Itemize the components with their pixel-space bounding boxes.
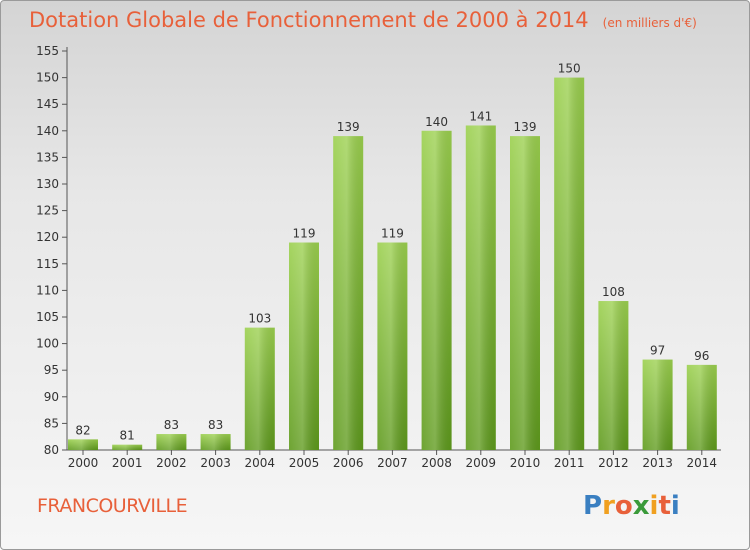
- bar-shine: [289, 242, 319, 450]
- bar-2013: [642, 359, 673, 450]
- y-tick-label: 130: [36, 177, 59, 191]
- bar-shine: [510, 136, 540, 450]
- y-tick-label: 95: [44, 363, 59, 377]
- bar-2003: [200, 434, 231, 450]
- x-tick-label: 2004: [245, 456, 276, 470]
- bar-2004: [244, 327, 275, 450]
- y-tick-label: 145: [36, 97, 59, 111]
- y-tick-label: 120: [36, 230, 59, 244]
- bar-shine: [333, 136, 364, 450]
- chart-title-text: Dotation Globale de Fonctionnement de 20…: [29, 8, 589, 32]
- x-tick-label: 2006: [333, 456, 364, 470]
- bar-shine: [686, 364, 717, 450]
- y-tick-label: 115: [36, 257, 59, 271]
- bar-value-label: 82: [75, 423, 90, 437]
- bar-2006: [333, 136, 364, 450]
- bar-value-label: 97: [650, 344, 665, 358]
- bar-2005: [289, 242, 319, 450]
- logo-letter: x: [632, 491, 650, 521]
- bar-shine: [200, 434, 231, 450]
- bar-value-label: 96: [694, 349, 709, 363]
- x-tick-label: 2013: [642, 456, 673, 470]
- chart-title: Dotation Globale de Fonctionnement de 20…: [29, 8, 697, 32]
- y-tick-label: 90: [44, 390, 59, 404]
- logo-letter: i: [670, 491, 680, 521]
- commune-name: FRANCOURVILLE: [37, 495, 188, 517]
- x-tick-label: 2003: [200, 456, 231, 470]
- bar-value-label: 83: [164, 418, 179, 432]
- x-tick-label: 2008: [421, 456, 452, 470]
- x-tick-label: 2010: [510, 456, 541, 470]
- bar-value-label: 81: [120, 429, 135, 443]
- bar-2009: [465, 125, 496, 450]
- logo-letter: i: [649, 491, 659, 521]
- bar-shine: [377, 242, 408, 450]
- x-tick-label: 2009: [466, 456, 497, 470]
- bar-shine: [642, 359, 673, 450]
- y-tick-label: 80: [44, 443, 59, 457]
- bars: [68, 77, 717, 451]
- y-tick-label: 140: [36, 124, 59, 138]
- bar-value-label: 139: [337, 120, 360, 134]
- y-tick-label: 135: [36, 150, 59, 164]
- y-tick-label: 100: [36, 337, 59, 351]
- logo-letter: t: [658, 491, 671, 521]
- bar-2014: [686, 364, 717, 450]
- logo-letter: P: [583, 491, 603, 521]
- y-tick-label: 110: [36, 283, 59, 297]
- bar-2001: [112, 444, 143, 450]
- x-tick-label: 2001: [112, 456, 143, 470]
- proxiti-logo[interactable]: Proxiti: [583, 491, 680, 521]
- bar-shine: [465, 125, 496, 450]
- bar-value-label: 141: [469, 109, 492, 123]
- x-tick-label: 2014: [687, 456, 718, 470]
- bar-value-label: 150: [558, 62, 581, 76]
- y-axis: 80 85 90 95 100 105 110 115 120 125 130 135 140 145 15…: [36, 44, 68, 457]
- bar-shine: [598, 301, 629, 450]
- bar-value-label: 83: [208, 418, 223, 432]
- x-axis: 2000 2001 2002 2003 2004 2005 2006 2007 2008 2009…: [67, 449, 721, 470]
- bar-2008: [421, 130, 452, 451]
- bar-value-label: 139: [514, 120, 537, 134]
- y-tick-label: 105: [36, 310, 59, 324]
- bar-shine: [244, 327, 275, 450]
- x-tick-label: 2011: [554, 456, 585, 470]
- x-tick-label: 2000: [68, 456, 99, 470]
- bar-labels: 82 81 83 83 103 119 139 119 140 141 139 150 108 97 96: [75, 62, 709, 443]
- bar-shine: [421, 130, 452, 451]
- x-tick-label: 2012: [598, 456, 629, 470]
- bar-shine: [554, 77, 585, 450]
- bar-shine: [156, 434, 187, 450]
- bar-shine: [112, 444, 143, 450]
- bar-value-label: 119: [381, 227, 404, 241]
- y-tick-label: 85: [44, 416, 59, 430]
- x-tick-label: 2005: [289, 456, 320, 470]
- bar-shine: [68, 439, 98, 450]
- bar-2010: [510, 136, 540, 450]
- bar-value-label: 119: [293, 227, 316, 241]
- bar-value-label: 108: [602, 285, 625, 299]
- x-tick-label: 2002: [156, 456, 187, 470]
- y-tick-label: 150: [36, 71, 59, 85]
- logo-letter: r: [602, 491, 615, 521]
- logo-letter: o: [614, 491, 633, 521]
- y-tick-label: 155: [36, 44, 59, 58]
- bar-2011: [554, 77, 585, 450]
- bar-2007: [377, 242, 408, 450]
- bar-value-label: 103: [248, 312, 271, 326]
- chart-unit: (en milliers d'€): [602, 16, 697, 30]
- y-tick-label: 125: [36, 204, 59, 218]
- bar-2000: [68, 439, 98, 450]
- bar-2002: [156, 434, 187, 450]
- x-tick-label: 2007: [377, 456, 408, 470]
- bar-2012: [598, 301, 629, 450]
- bar-value-label: 140: [425, 115, 448, 129]
